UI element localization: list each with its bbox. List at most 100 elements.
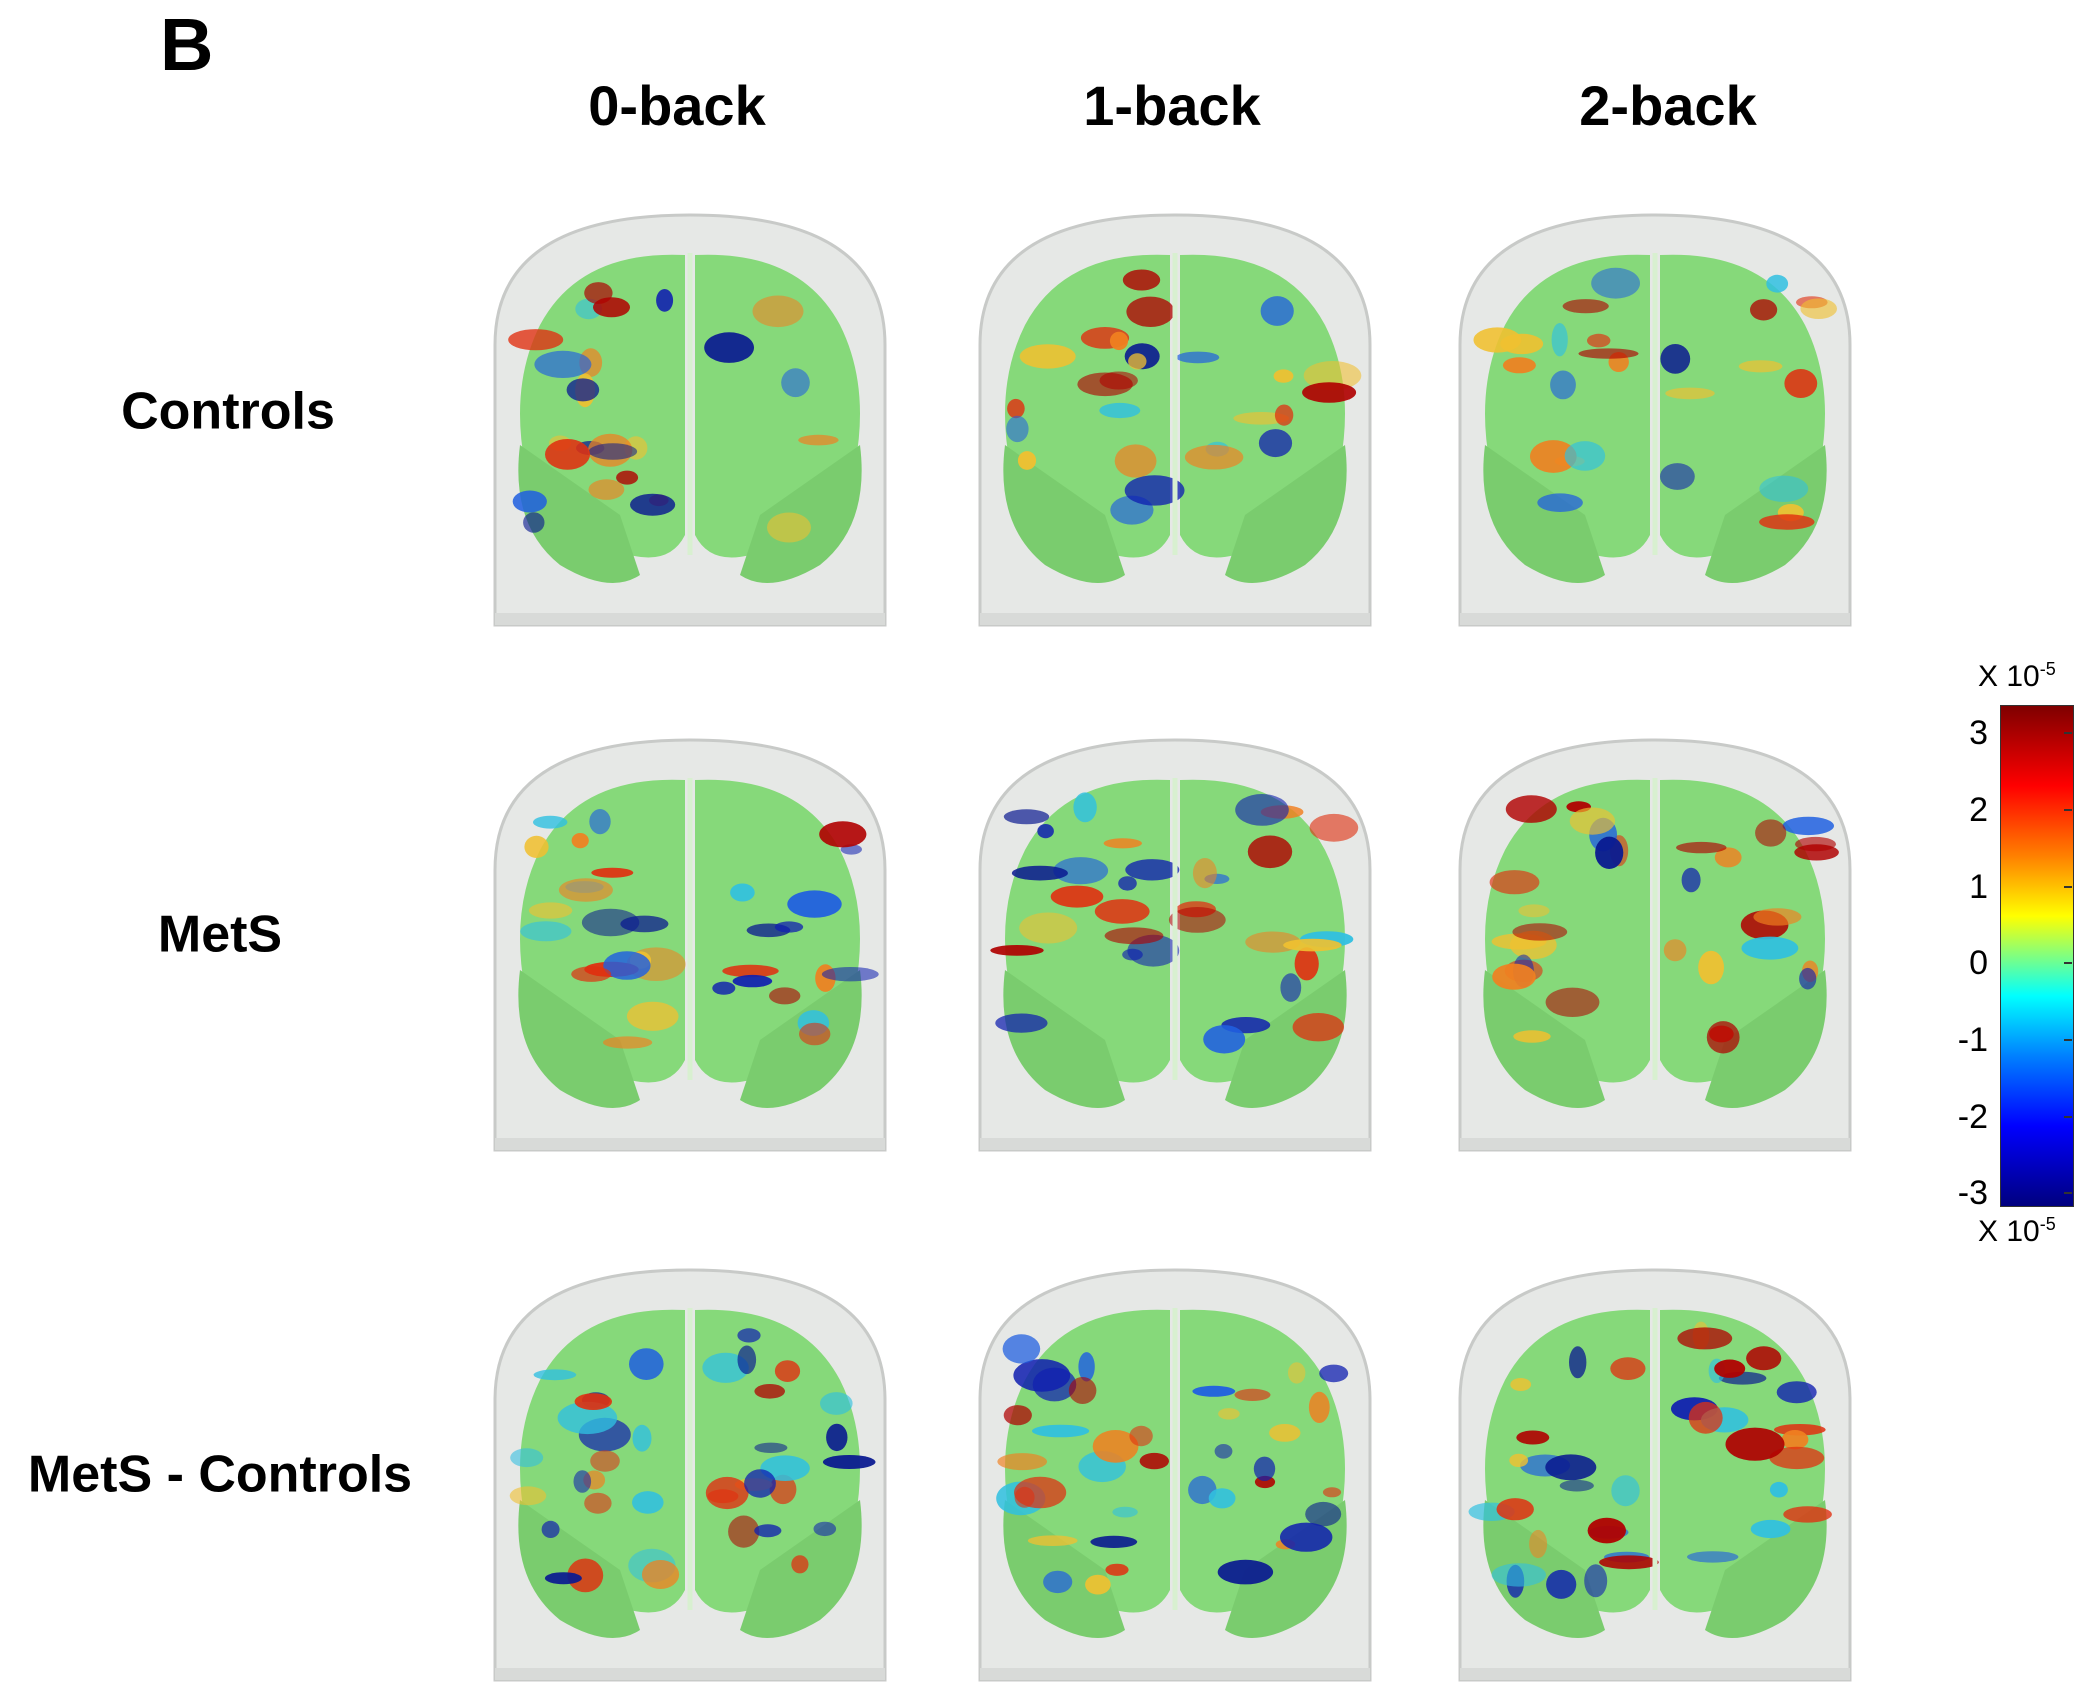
activation-blob	[1665, 387, 1715, 400]
activation-blob	[1584, 1564, 1608, 1598]
activation-blob	[1800, 298, 1837, 319]
activation-blob	[584, 1492, 612, 1514]
activation-blob	[1759, 514, 1815, 530]
activation-blob	[629, 1348, 664, 1380]
activation-blob	[744, 1469, 776, 1498]
activation-blob	[557, 1401, 618, 1435]
activation-blob	[1124, 475, 1185, 506]
activation-blob	[781, 368, 810, 398]
brain-map-1-1	[955, 720, 1395, 1160]
activation-blob	[510, 1448, 544, 1468]
activation-blob	[630, 493, 676, 516]
activation-blob	[1235, 794, 1289, 826]
activation-blob	[1019, 344, 1076, 369]
activation-blob	[571, 966, 612, 982]
activation-blob	[1003, 809, 1050, 825]
activation-blob	[995, 1013, 1048, 1033]
activation-blob	[1492, 963, 1536, 990]
activation-blob	[702, 1352, 749, 1383]
activation-blob	[588, 443, 638, 460]
activation-blob	[1294, 947, 1319, 981]
activation-blob	[626, 1001, 679, 1031]
activation-blob	[1512, 923, 1568, 941]
activation-blob	[1769, 1481, 1788, 1498]
activation-blob	[728, 1515, 760, 1548]
activation-blob	[1753, 908, 1802, 926]
activation-blob	[1114, 444, 1157, 478]
colorbar-tick: 0	[1969, 944, 1988, 982]
activation-blob	[641, 1560, 680, 1589]
activation-blob	[1073, 792, 1097, 823]
activation-blob	[754, 1524, 782, 1538]
activation-blob	[791, 1555, 809, 1574]
activation-blob	[523, 512, 545, 533]
activation-blob	[1781, 1430, 1809, 1450]
colorbar-tickmark	[2064, 1192, 2072, 1194]
colorbar-tick: -1	[1957, 1021, 1988, 1059]
activation-blob	[533, 1369, 577, 1381]
neck-base	[1460, 1668, 1850, 1680]
activation-blob	[1305, 1501, 1342, 1527]
activation-blob	[1687, 1551, 1739, 1563]
activation-blob	[545, 439, 590, 470]
activation-blob	[705, 1476, 749, 1510]
activation-blob	[508, 329, 564, 351]
activation-blob	[574, 1393, 612, 1410]
activation-blob	[588, 479, 625, 500]
activation-blob	[1104, 927, 1164, 945]
activation-blob	[1112, 1506, 1138, 1518]
activation-blob	[813, 1521, 837, 1537]
right-temporal-lobe	[740, 445, 862, 583]
activation-blob	[997, 1453, 1047, 1471]
activation-blob	[774, 1360, 801, 1382]
activation-blob	[1545, 987, 1600, 1017]
row-label-mets-minus-controls: MetS - Controls	[27, 1445, 413, 1504]
neck-base	[495, 1668, 885, 1680]
activation-blob	[544, 1572, 582, 1585]
activation-blob	[1032, 1424, 1090, 1438]
activation-blob	[1741, 936, 1799, 960]
activation-blob	[1569, 807, 1616, 835]
activation-blob	[1192, 858, 1217, 889]
activation-blob	[512, 490, 547, 513]
activation-blob	[1258, 429, 1293, 458]
activation-blob	[1660, 463, 1695, 490]
activation-blob	[603, 1036, 653, 1049]
colorbar-gradient	[2000, 705, 2074, 1207]
activation-blob	[1214, 1444, 1233, 1459]
activation-blob	[1247, 835, 1293, 869]
activation-blob	[1766, 274, 1789, 293]
activation-blob	[1139, 1452, 1169, 1470]
activation-blob	[1714, 847, 1742, 868]
colorbar: X 10-5 3 2 1 0 -1 -2 -3 X 10-5	[1940, 660, 2090, 1260]
right-temporal-lobe	[1225, 970, 1347, 1108]
activation-blob	[1269, 1424, 1301, 1442]
activation-blob	[1006, 415, 1029, 443]
activation-blob	[1545, 1454, 1597, 1481]
activation-blob	[1569, 1346, 1587, 1379]
activation-blob	[1564, 441, 1606, 471]
activation-blob	[1053, 857, 1109, 885]
activation-blob	[1192, 1385, 1236, 1397]
activation-blob	[1007, 398, 1025, 419]
activation-blob	[1129, 1425, 1153, 1447]
colorbar-tickmark	[2064, 886, 2072, 888]
activation-blob	[1118, 876, 1137, 891]
neck-base	[495, 1138, 885, 1150]
colorbar-tick: 2	[1969, 791, 1988, 829]
activation-blob	[704, 332, 754, 363]
activation-blob	[528, 902, 573, 919]
activation-blob	[1273, 369, 1294, 383]
activation-blob	[774, 921, 804, 933]
activation-blob	[1489, 870, 1540, 895]
activation-blob	[799, 1022, 831, 1046]
neck-base	[980, 613, 1370, 625]
activation-blob	[1043, 1570, 1073, 1594]
activation-blob	[990, 945, 1044, 956]
activation-blob	[1496, 1498, 1534, 1521]
activation-blob	[1168, 907, 1226, 933]
activation-blob	[1094, 899, 1150, 924]
activation-blob	[1550, 370, 1576, 400]
activation-blob	[533, 815, 568, 829]
